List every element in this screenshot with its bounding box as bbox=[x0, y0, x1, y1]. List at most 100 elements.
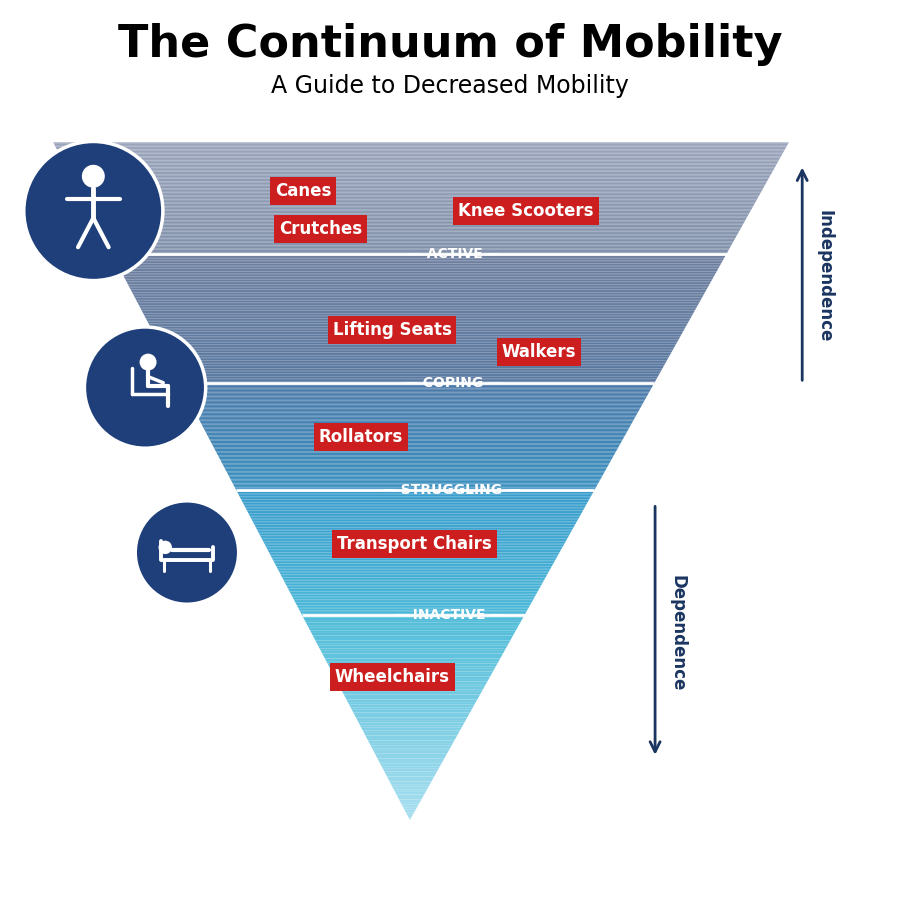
Polygon shape bbox=[106, 243, 733, 244]
Polygon shape bbox=[112, 254, 726, 256]
Polygon shape bbox=[150, 327, 686, 328]
Polygon shape bbox=[328, 666, 496, 669]
Polygon shape bbox=[281, 574, 547, 576]
Polygon shape bbox=[111, 252, 727, 254]
Polygon shape bbox=[102, 234, 737, 236]
Polygon shape bbox=[248, 514, 581, 515]
Polygon shape bbox=[276, 567, 552, 568]
Polygon shape bbox=[282, 576, 546, 578]
Polygon shape bbox=[208, 436, 625, 438]
Polygon shape bbox=[105, 241, 734, 243]
Text: Dependence: Dependence bbox=[669, 574, 687, 691]
Polygon shape bbox=[165, 354, 670, 356]
Polygon shape bbox=[301, 612, 526, 614]
Polygon shape bbox=[331, 671, 493, 674]
Polygon shape bbox=[193, 407, 641, 409]
Polygon shape bbox=[358, 723, 464, 725]
Polygon shape bbox=[79, 193, 760, 194]
Polygon shape bbox=[229, 475, 603, 477]
Polygon shape bbox=[140, 309, 696, 310]
Polygon shape bbox=[357, 720, 466, 723]
Polygon shape bbox=[86, 205, 754, 206]
Polygon shape bbox=[76, 185, 765, 187]
Polygon shape bbox=[274, 561, 555, 562]
Polygon shape bbox=[239, 497, 591, 498]
Polygon shape bbox=[147, 320, 689, 321]
Polygon shape bbox=[91, 215, 748, 216]
Polygon shape bbox=[178, 380, 656, 382]
Polygon shape bbox=[58, 152, 783, 154]
Polygon shape bbox=[283, 579, 544, 580]
Polygon shape bbox=[98, 228, 742, 229]
Polygon shape bbox=[58, 150, 784, 152]
Polygon shape bbox=[292, 595, 536, 596]
Circle shape bbox=[158, 541, 172, 554]
Polygon shape bbox=[202, 426, 630, 428]
Polygon shape bbox=[339, 687, 484, 689]
Polygon shape bbox=[93, 218, 747, 219]
Polygon shape bbox=[204, 428, 629, 430]
Polygon shape bbox=[198, 418, 634, 419]
Polygon shape bbox=[213, 446, 619, 447]
Polygon shape bbox=[95, 223, 743, 225]
Polygon shape bbox=[109, 248, 730, 249]
Polygon shape bbox=[322, 653, 503, 656]
Text: — ACTIVE —: — ACTIVE — bbox=[408, 247, 501, 261]
Polygon shape bbox=[315, 641, 510, 644]
Polygon shape bbox=[170, 364, 665, 365]
Polygon shape bbox=[406, 813, 414, 814]
Text: — INACTIVE —: — INACTIVE — bbox=[394, 608, 504, 622]
Polygon shape bbox=[181, 384, 653, 386]
Polygon shape bbox=[71, 177, 770, 178]
Polygon shape bbox=[355, 715, 469, 717]
Polygon shape bbox=[67, 167, 775, 169]
Circle shape bbox=[23, 141, 163, 281]
Polygon shape bbox=[224, 467, 608, 469]
Polygon shape bbox=[320, 648, 506, 651]
Polygon shape bbox=[284, 580, 544, 582]
Polygon shape bbox=[172, 369, 662, 370]
Polygon shape bbox=[309, 628, 518, 630]
Polygon shape bbox=[382, 766, 440, 769]
Polygon shape bbox=[299, 608, 528, 610]
Polygon shape bbox=[186, 395, 647, 397]
Polygon shape bbox=[156, 338, 680, 339]
Polygon shape bbox=[104, 238, 735, 240]
Polygon shape bbox=[230, 477, 602, 478]
Polygon shape bbox=[236, 489, 595, 491]
Polygon shape bbox=[195, 412, 638, 414]
Polygon shape bbox=[99, 230, 740, 231]
Polygon shape bbox=[395, 792, 426, 795]
Polygon shape bbox=[123, 274, 715, 276]
Polygon shape bbox=[144, 315, 692, 317]
Polygon shape bbox=[273, 559, 556, 561]
Polygon shape bbox=[158, 341, 678, 343]
Polygon shape bbox=[120, 268, 718, 270]
Polygon shape bbox=[296, 604, 531, 606]
Polygon shape bbox=[284, 582, 543, 584]
Text: Crutches: Crutches bbox=[279, 220, 363, 238]
Polygon shape bbox=[262, 538, 567, 540]
Polygon shape bbox=[95, 221, 744, 223]
Polygon shape bbox=[168, 361, 667, 362]
Polygon shape bbox=[181, 386, 652, 387]
Polygon shape bbox=[130, 290, 706, 291]
Polygon shape bbox=[152, 329, 684, 331]
Polygon shape bbox=[256, 529, 572, 531]
Polygon shape bbox=[59, 155, 782, 157]
Polygon shape bbox=[328, 663, 498, 666]
Circle shape bbox=[85, 327, 206, 448]
Polygon shape bbox=[173, 370, 662, 372]
Polygon shape bbox=[374, 753, 447, 756]
Polygon shape bbox=[266, 546, 563, 548]
Polygon shape bbox=[220, 458, 612, 459]
Polygon shape bbox=[380, 763, 441, 766]
Polygon shape bbox=[246, 508, 584, 510]
Polygon shape bbox=[396, 795, 424, 797]
Polygon shape bbox=[258, 532, 571, 534]
Polygon shape bbox=[376, 756, 446, 759]
Polygon shape bbox=[180, 383, 654, 384]
Polygon shape bbox=[264, 542, 565, 544]
Polygon shape bbox=[266, 548, 562, 549]
Polygon shape bbox=[225, 469, 607, 470]
